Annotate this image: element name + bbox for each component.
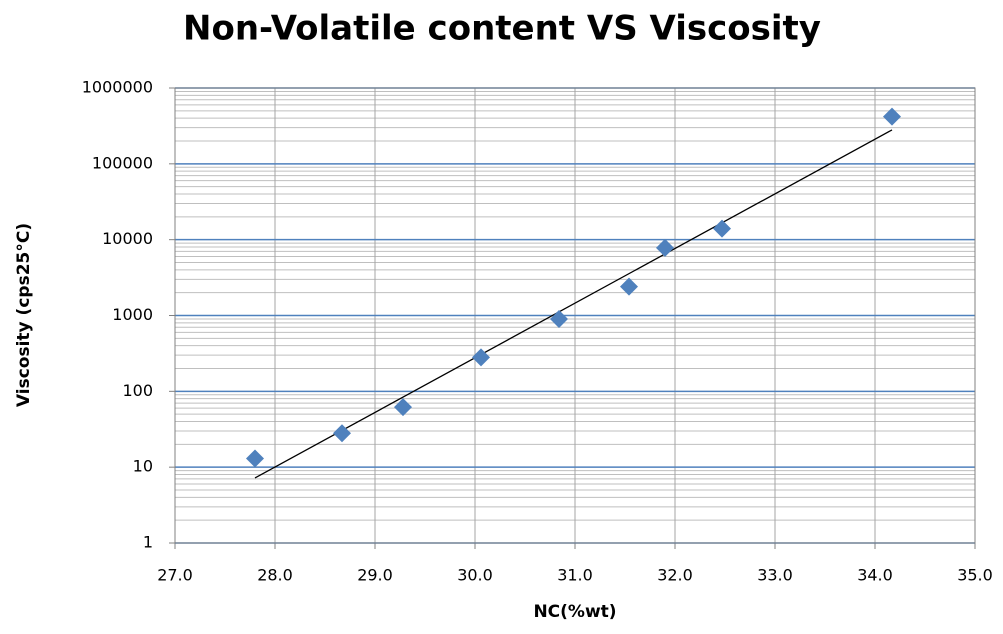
trendline bbox=[254, 129, 893, 479]
point bbox=[713, 219, 731, 238]
x-tick-label: 31.0 bbox=[557, 566, 593, 585]
x-tick-label: 29.0 bbox=[357, 566, 393, 585]
y-tick-label: 1000000 bbox=[82, 78, 153, 97]
y-tick-label: 10 bbox=[133, 457, 153, 476]
x-tick-label: 30.0 bbox=[457, 566, 493, 585]
y-tick-label: 1000 bbox=[112, 305, 153, 324]
point bbox=[620, 277, 638, 296]
point bbox=[883, 107, 901, 126]
x-tick-label: 27.0 bbox=[157, 566, 193, 585]
x-tick-label: 35.0 bbox=[957, 566, 993, 585]
plot-border bbox=[174, 87, 976, 544]
point bbox=[472, 348, 490, 367]
x-tick-label: 32.0 bbox=[657, 566, 693, 585]
point bbox=[394, 398, 412, 417]
point bbox=[246, 449, 264, 468]
chart-title: Non-Volatile content VS Viscosity bbox=[183, 9, 821, 49]
y-tick-label: 1 bbox=[143, 533, 153, 552]
y-tick-label: 100000 bbox=[92, 153, 153, 172]
y-axis-label: Viscosity (cps25°C) bbox=[14, 223, 34, 407]
point bbox=[550, 309, 568, 328]
point bbox=[333, 424, 351, 443]
x-tick-label: 33.0 bbox=[757, 566, 793, 585]
y-tick-label: 100 bbox=[122, 381, 153, 400]
x-tick-label: 34.0 bbox=[857, 566, 893, 585]
y-tick-label: 10000 bbox=[102, 229, 153, 248]
x-tick-label: 28.0 bbox=[257, 566, 293, 585]
x-axis-label: NC(%wt) bbox=[533, 602, 616, 622]
point bbox=[656, 238, 674, 257]
